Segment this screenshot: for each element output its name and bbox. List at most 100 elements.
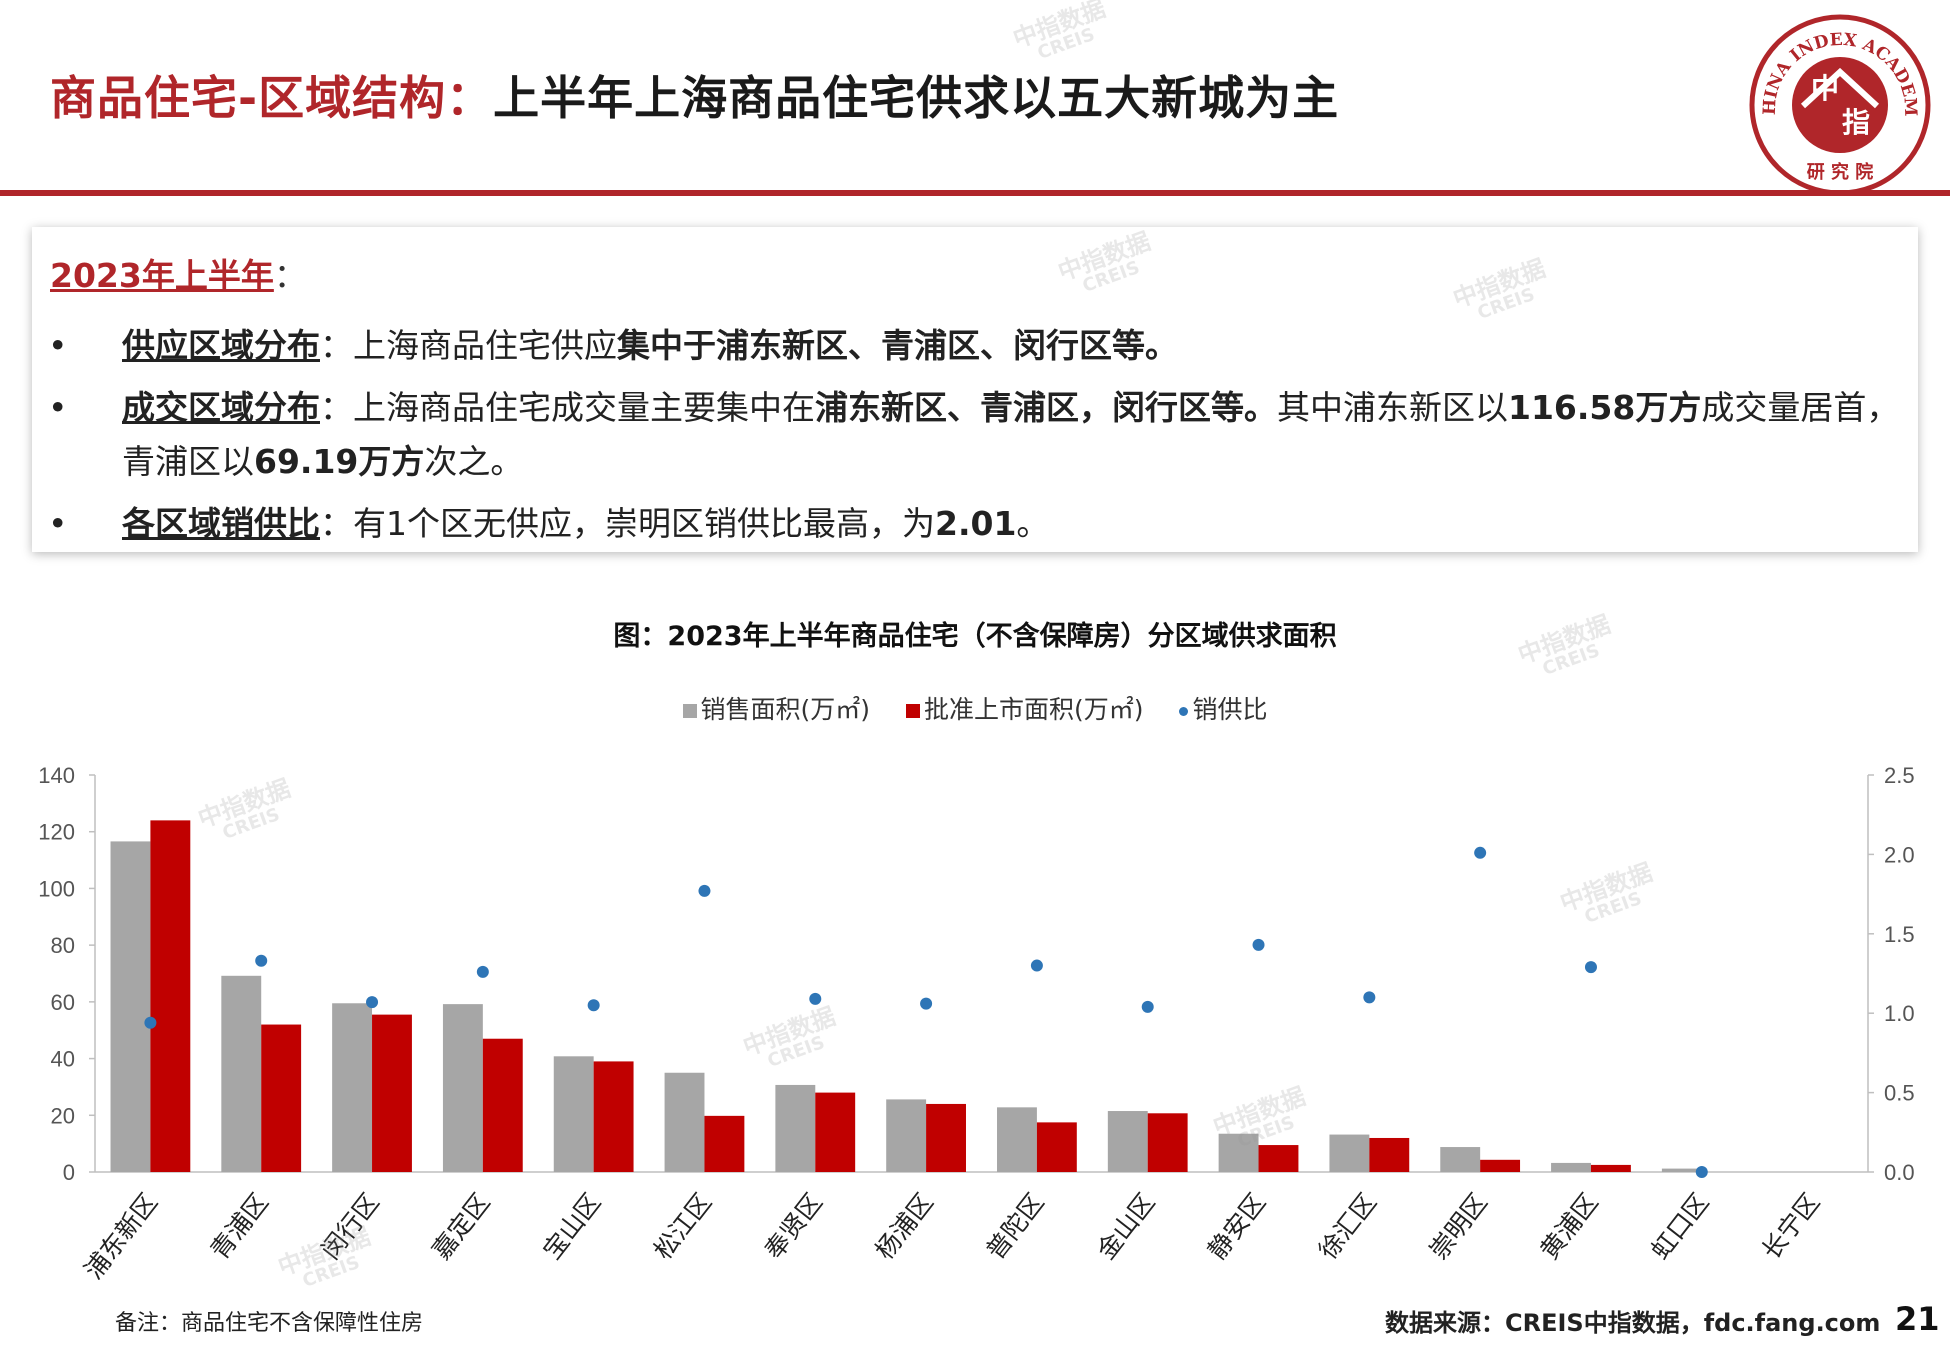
x-tick-label: 嘉定区 xyxy=(427,1188,496,1265)
x-tick-label: 徐汇区 xyxy=(1313,1188,1382,1265)
ratio-point-8 xyxy=(920,997,933,1010)
watermark: 中指数据 CREIS xyxy=(1009,0,1110,64)
legend-swatch-red xyxy=(905,704,920,718)
x-tick-label: 宝山区 xyxy=(537,1188,606,1265)
bullet-dot: • xyxy=(48,504,68,543)
bullet-dot: • xyxy=(48,388,68,427)
y-right-tick-label: 1.5 xyxy=(1884,922,1915,947)
legend-item-sales: 销售面积(万㎡) xyxy=(682,690,870,726)
bar-supply-13 xyxy=(1480,1159,1521,1172)
bar-sales-4 xyxy=(442,1004,483,1172)
ratio-point-6 xyxy=(698,884,711,897)
x-tick-label: 闵行区 xyxy=(316,1188,385,1265)
x-tick-label: 普陀区 xyxy=(981,1188,1050,1265)
y-right-tick-label: 2.5 xyxy=(1884,763,1915,788)
summary-heading-text: 2023年上半年 xyxy=(50,256,274,295)
bar-sales-2 xyxy=(221,975,262,1172)
x-tick-label: 虹口区 xyxy=(1645,1188,1714,1265)
ratio-point-11 xyxy=(1252,938,1265,951)
footer-note: 备注：商品住宅不含保障性住房 xyxy=(115,1311,424,1336)
bar-sales-8 xyxy=(886,1099,927,1172)
page-title-main: 上半年上海商品住宅供求以五大新城为主 xyxy=(493,71,1340,125)
bar-sales-7 xyxy=(775,1084,816,1172)
bullet-label: 供应区域分布 xyxy=(122,326,320,365)
bar-sales-9 xyxy=(997,1107,1037,1172)
chart-legend: 销售面积(万㎡) 批准上市面积(万㎡) 销供比 xyxy=(0,690,1950,726)
bar-supply-1 xyxy=(150,820,191,1172)
chart-plot: 0 20 40 60 80 100 120 140 0.0 0.5 1.0 1.5 2.0 2.5 浦东新区… xyxy=(38,763,1915,1285)
bar-sales-3 xyxy=(332,1003,373,1172)
page-title-prefix: 商品住宅-区域结构： xyxy=(50,71,494,125)
bar-supply-8 xyxy=(926,1103,966,1172)
legend-item-ratio: 销供比 xyxy=(1179,690,1267,726)
bar-supply-5 xyxy=(593,1061,634,1172)
x-tick-label: 崇明区 xyxy=(1424,1188,1493,1265)
bar-sales-5 xyxy=(553,1056,594,1172)
y-left-tick-label: 60 xyxy=(51,990,75,1015)
ratio-point-2 xyxy=(255,954,268,967)
x-tick-label: 青浦区 xyxy=(205,1188,274,1265)
bar-supply-9 xyxy=(1036,1122,1077,1172)
ratio-point-4 xyxy=(476,965,489,978)
bar-supply-7 xyxy=(815,1092,856,1172)
footer-source: 数据来源：CREIS中指数据，fdc.fang.com xyxy=(1385,1309,1881,1337)
bar-sales-10 xyxy=(1107,1111,1148,1172)
y-right-tick-label: 0.0 xyxy=(1884,1160,1915,1185)
x-tick-label: 杨浦区 xyxy=(870,1188,939,1265)
x-tick-label: 奉贤区 xyxy=(759,1188,828,1265)
bar-supply-11 xyxy=(1258,1145,1299,1172)
page-title: 商品住宅-区域结构：上半年上海商品住宅供求以五大新城为主 xyxy=(50,62,1339,132)
ratio-point-1 xyxy=(144,1016,157,1029)
logo-char-zhi: 指 xyxy=(1842,106,1870,139)
y-left-tick-label: 40 xyxy=(51,1047,75,1072)
page-number: 21 xyxy=(1895,1300,1940,1338)
header-divider xyxy=(0,190,1950,196)
y-left-tick-label: 0 xyxy=(63,1160,75,1185)
bullet-label: 各区域销供比 xyxy=(122,504,320,543)
x-tick-label: 长宁区 xyxy=(1756,1188,1825,1265)
y-left-tick-label: 140 xyxy=(38,763,75,788)
x-tick-label: 黄浦区 xyxy=(1535,1188,1604,1265)
ratio-point-13 xyxy=(1474,846,1487,859)
china-index-academy-logo: CHINA INDEX ACADEMY 中 指 研 究 院 xyxy=(1745,10,1931,196)
bar-sales-6 xyxy=(664,1072,705,1172)
bar-sales-11 xyxy=(1218,1133,1259,1172)
y-right-tick-label: 1.0 xyxy=(1884,1001,1915,1026)
bar-supply-2 xyxy=(261,1024,302,1172)
legend-item-supply: 批准上市面积(万㎡) xyxy=(905,690,1144,726)
summary-heading: 2023年上半年： xyxy=(50,256,307,295)
bar-supply-14 xyxy=(1590,1164,1631,1172)
y-right-tick-label: 0.5 xyxy=(1884,1081,1915,1106)
bullet-label: 成交区域分布 xyxy=(122,388,320,427)
ratio-point-10 xyxy=(1141,1000,1154,1013)
bar-sales-12 xyxy=(1329,1134,1370,1172)
bar-supply-10 xyxy=(1147,1113,1188,1172)
bar-sales-14 xyxy=(1551,1162,1591,1172)
ratio-point-14 xyxy=(1584,961,1597,974)
y-left-tick-label: 80 xyxy=(51,933,75,958)
bar-supply-3 xyxy=(372,1014,412,1172)
x-tick-label: 松江区 xyxy=(648,1188,717,1265)
ratio-point-9 xyxy=(1030,959,1043,972)
bar-supply-6 xyxy=(704,1115,745,1172)
x-tick-label: 静安区 xyxy=(1202,1188,1271,1265)
bar-supply-4 xyxy=(482,1038,523,1172)
bar-sales-13 xyxy=(1440,1147,1481,1172)
bar-sales-1 xyxy=(110,841,151,1172)
bar-supply-12 xyxy=(1369,1137,1410,1172)
ratio-point-12 xyxy=(1363,991,1376,1004)
summary-panel: 2023年上半年： • 供应区域分布：上海商品住宅供应集中于浦东新区、青浦区、闵… xyxy=(32,227,1918,552)
ratio-point-3 xyxy=(366,996,379,1009)
logo-char-zhong: 中 xyxy=(1811,72,1839,105)
legend-swatch-dot xyxy=(1179,706,1189,716)
ratio-point-7 xyxy=(809,992,822,1005)
x-tick-label: 金山区 xyxy=(1091,1188,1160,1265)
x-tick-label: 浦东新区 xyxy=(79,1188,163,1285)
bullet-dot: • xyxy=(48,326,68,365)
y-left-tick-label: 20 xyxy=(51,1103,75,1128)
ratio-point-5 xyxy=(587,999,600,1012)
ratio-point-15 xyxy=(1695,1166,1708,1178)
legend-swatch-gray xyxy=(682,704,697,718)
bar-sales-15 xyxy=(1661,1168,1702,1172)
y-right-tick-label: 2.0 xyxy=(1884,842,1915,867)
